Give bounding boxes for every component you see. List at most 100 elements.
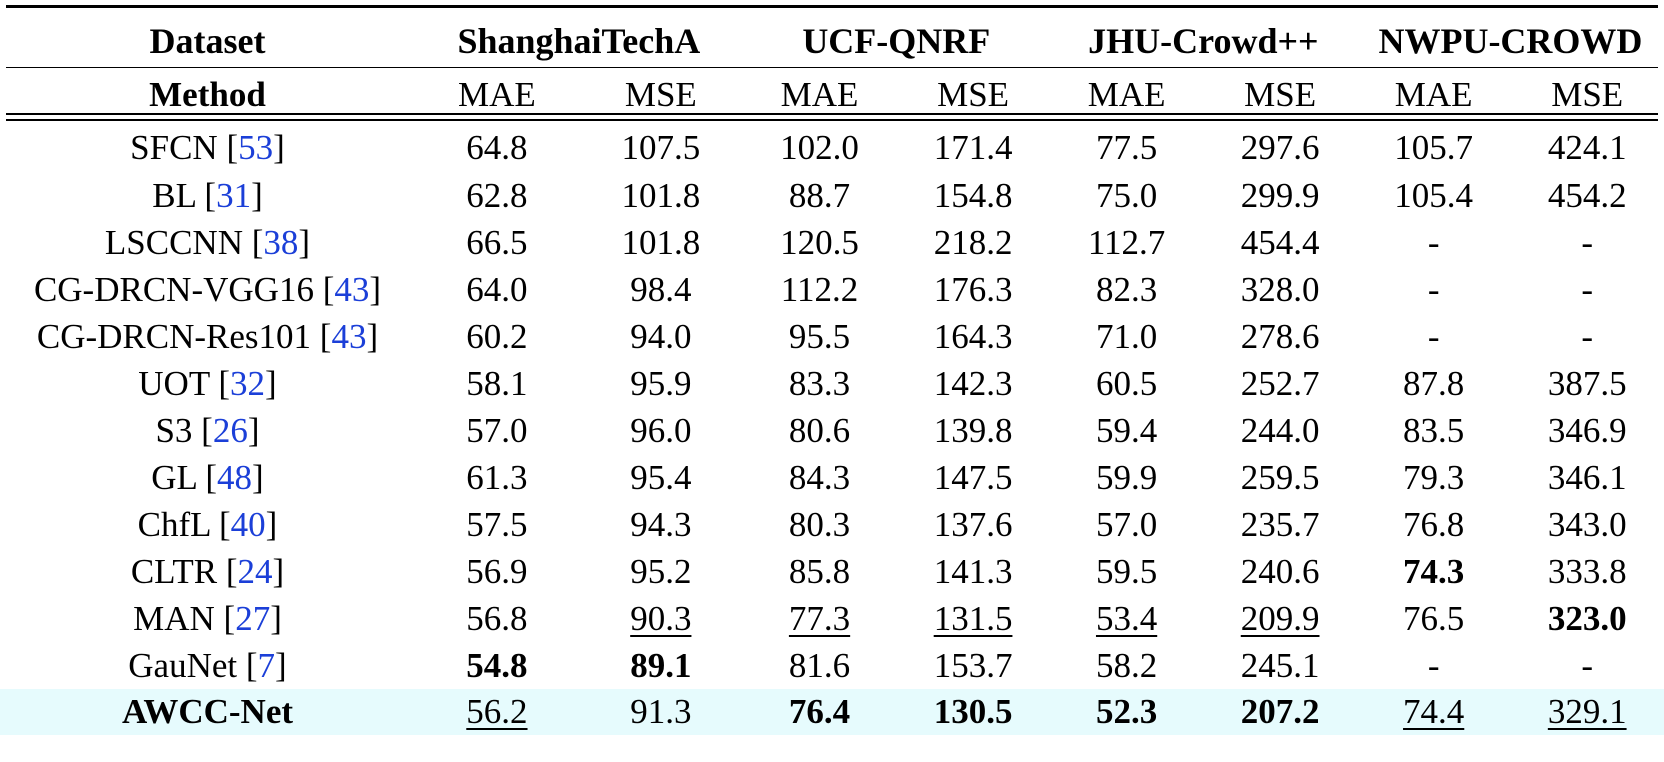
value-cell: - — [1510, 266, 1664, 313]
value-text: 90.3 — [630, 598, 692, 638]
value-cell: 60.5 — [1050, 360, 1204, 407]
citation-link[interactable]: 40 — [230, 504, 266, 544]
value-cell: 245.1 — [1203, 642, 1357, 689]
citation-link[interactable]: 38 — [263, 222, 299, 262]
value-text: 52.3 — [1095, 692, 1158, 731]
value-text: 56.9 — [466, 551, 528, 591]
citation-bracket-close: ] — [270, 598, 282, 638]
method-cell: GauNet [7] — [0, 642, 415, 689]
dataset-label: Dataset — [149, 21, 266, 61]
value-text: 59.9 — [1095, 457, 1158, 497]
value-cell: 80.3 — [743, 501, 897, 548]
value-cell: 101.8 — [579, 172, 743, 219]
metric-header: MSE — [937, 75, 1010, 114]
citation-bracket-open: [ — [201, 410, 213, 450]
value-cell: 58.2 — [1050, 642, 1204, 689]
citation-link[interactable]: 32 — [230, 363, 265, 403]
value-cell: 141.3 — [896, 548, 1050, 595]
value-text: 77.5 — [1095, 128, 1158, 167]
value-text: 76.4 — [788, 692, 851, 731]
value-text: 424.1 — [1547, 128, 1627, 167]
citation-bracket-close: ] — [369, 269, 381, 309]
method-name: CLTR — [130, 551, 226, 591]
value-text: 98.4 — [630, 269, 692, 309]
value-text: 207.2 — [1240, 692, 1320, 731]
citation-bracket-close: ] — [366, 316, 379, 356]
value-cell: 454.2 — [1510, 172, 1664, 219]
value-text: 74.4 — [1403, 692, 1465, 731]
value-cell: 64.8 — [415, 118, 579, 172]
citation-bracket-open: [ — [226, 128, 239, 167]
value-cell: 130.5 — [896, 689, 1050, 735]
value-text: 94.0 — [630, 316, 692, 356]
value-text: 80.3 — [788, 504, 851, 544]
citation-bracket-close: ] — [298, 222, 311, 262]
method-name: BL — [152, 175, 205, 215]
citation-link[interactable]: 31 — [216, 175, 252, 215]
citation-link[interactable]: 27 — [235, 598, 271, 638]
citation-link[interactable]: 7 — [257, 645, 276, 685]
value-cell: 90.3 — [579, 595, 743, 642]
metric-header: MSE — [1244, 75, 1317, 114]
method-cell: CLTR [24] — [0, 548, 415, 595]
value-text: 95.4 — [630, 457, 692, 497]
method-name: CG-DRCN-VGG16 — [33, 269, 323, 309]
value-text: 141.3 — [933, 551, 1013, 591]
value-text: 235.7 — [1240, 504, 1320, 544]
value-text: 297.6 — [1240, 128, 1320, 167]
value-cell: 56.9 — [415, 548, 579, 595]
value-text: 84.3 — [788, 457, 851, 497]
value-cell: 75.0 — [1050, 172, 1204, 219]
citation-bracket-close: ] — [265, 504, 278, 544]
value-cell: 323.0 — [1510, 595, 1664, 642]
table-row: CG-DRCN-Res101 [43] 60.2 94.0 95.5 164.3 71.0… — [0, 313, 1664, 360]
method-cell: ChfL [40] — [0, 501, 415, 548]
value-cell: 94.3 — [579, 501, 743, 548]
method-cell: CG-DRCN-VGG16 [43] — [0, 266, 415, 313]
dataset-header-row: Dataset ShanghaiTechA UCF-QNRF JHU-Crowd… — [0, 0, 1664, 72]
value-text: 64.0 — [466, 269, 528, 309]
citation-link[interactable]: 43 — [331, 316, 367, 356]
citation-bracket-close: ] — [273, 128, 285, 167]
citation-link[interactable]: 43 — [334, 269, 370, 309]
value-cell: 88.7 — [743, 172, 897, 219]
value-text: 244.0 — [1240, 410, 1320, 450]
value-cell: 87.8 — [1357, 360, 1511, 407]
value-text: 137.6 — [933, 504, 1013, 544]
method-cell: AWCC-Net — [0, 689, 415, 735]
value-cell: 105.4 — [1357, 172, 1511, 219]
value-text: 57.0 — [466, 410, 528, 450]
value-text: 61.3 — [466, 457, 528, 497]
citation-link[interactable]: 48 — [217, 457, 253, 497]
citation-link[interactable]: 53 — [238, 128, 274, 167]
value-cell: 77.5 — [1050, 118, 1204, 172]
value-cell: 147.5 — [896, 454, 1050, 501]
citation-link[interactable]: 26 — [212, 410, 248, 450]
citation-bracket-open: [ — [319, 316, 332, 356]
value-cell: 240.6 — [1203, 548, 1357, 595]
value-text: - — [1581, 269, 1594, 309]
value-text: 252.7 — [1240, 363, 1320, 403]
table-row: GauNet [7] 54.8 89.1 81.6 153.7 58.2 245.1 - - — [0, 642, 1664, 689]
value-cell: - — [1357, 313, 1511, 360]
value-cell: 53.4 — [1050, 595, 1204, 642]
metric-header: MAE — [1087, 75, 1166, 114]
value-cell: 343.0 — [1510, 501, 1664, 548]
value-cell: 52.3 — [1049, 689, 1204, 735]
value-text: 57.0 — [1095, 504, 1158, 544]
value-text: 81.6 — [788, 645, 851, 685]
citation-link[interactable]: 24 — [237, 551, 273, 591]
value-text: - — [1581, 222, 1594, 262]
value-cell: 81.6 — [743, 642, 897, 689]
value-cell: 387.5 — [1510, 360, 1664, 407]
value-text: 95.5 — [788, 316, 851, 356]
value-text: 83.3 — [788, 363, 851, 403]
value-cell: 102.0 — [743, 118, 897, 172]
value-text: 87.8 — [1403, 363, 1465, 403]
value-cell: 64.0 — [415, 266, 579, 313]
value-cell: 95.4 — [579, 454, 743, 501]
value-cell: 62.8 — [415, 172, 579, 219]
value-cell: - — [1357, 219, 1511, 266]
value-cell: 112.2 — [743, 266, 897, 313]
value-cell: 328.0 — [1203, 266, 1357, 313]
